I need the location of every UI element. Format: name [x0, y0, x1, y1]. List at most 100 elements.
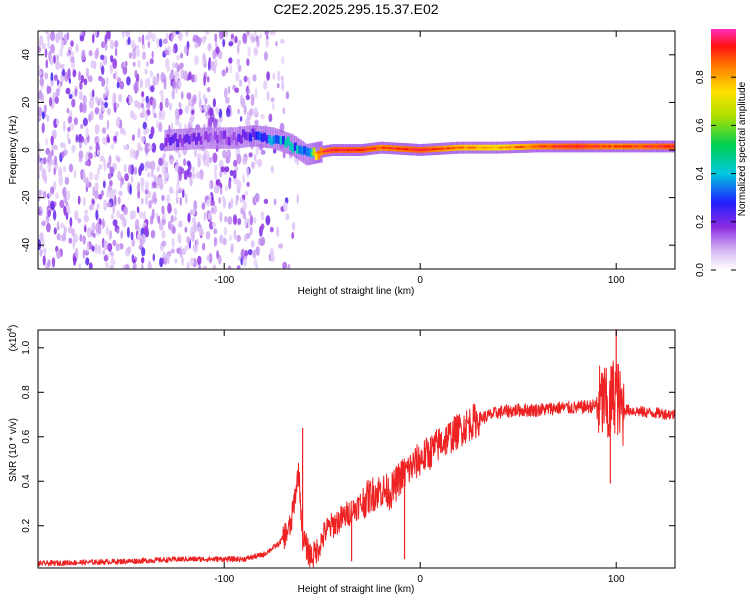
- signal-core-cell: [481, 146, 485, 149]
- spectrogram-noise-cell: [79, 135, 85, 143]
- spectrogram-noise-cell: [215, 46, 220, 55]
- signal-core-cell: [311, 152, 315, 155]
- spectrogram-noise-cell: [182, 189, 185, 198]
- spectrogram-noise-cell: [203, 211, 207, 222]
- spectrogram-noise-cell: [254, 192, 260, 203]
- spectrogram-noise-cell: [73, 117, 78, 126]
- spectrogram-noise-cell: [206, 158, 210, 168]
- spectrogram-noise-cell: [98, 164, 103, 170]
- spectrogram-noise-cell: [174, 163, 179, 173]
- spectrogram-noise-cell: [224, 87, 228, 99]
- spectrogram-noise-cell: [156, 37, 160, 49]
- spectrogram-noise-cell: [141, 263, 144, 269]
- snr-y-ticks: 0.2 0.4 0.6 0.8 1.0: [21, 340, 675, 533]
- spectrogram-noise-cell: [140, 136, 146, 143]
- spectrogram-noise-cell: [110, 214, 115, 220]
- spectrogram-noise-cell: [92, 186, 96, 197]
- spectrogram-noise-cell: [229, 234, 232, 242]
- spectrogram-noise-cell: [256, 38, 260, 48]
- spectrogram-noise-cell: [170, 248, 176, 254]
- spectrogram-noise-cell: [213, 237, 217, 247]
- spectrogram-noise-cell: [253, 154, 257, 162]
- spectrogram-noise-cell: [101, 127, 107, 134]
- signal-core-cell: [396, 147, 400, 150]
- spectrogram-noise-cell: [97, 136, 100, 144]
- signal-core-cell: [437, 147, 441, 150]
- spectrogram-noise-cell: [56, 233, 61, 241]
- spectrogram-noise-cell: [82, 117, 88, 127]
- spectrogram-noise-cell: [139, 112, 145, 118]
- y-tick-label: -20: [21, 190, 32, 205]
- spectrogram-noise-cell: [142, 121, 147, 130]
- spectrogram-noise-cell: [188, 71, 192, 80]
- spectrogram-noise-cell: [84, 160, 90, 166]
- spectrogram-noise-cell: [132, 263, 137, 269]
- spectrogram-noise-cell: [248, 152, 253, 158]
- spectrogram-noise-cell: [225, 66, 229, 74]
- colorbar: 0.0 0.2 0.4 0.6 0.8 Normalized spectral ampl…: [695, 29, 748, 277]
- signal-core-cell: [449, 147, 453, 150]
- spectrogram-noise-cell: [133, 81, 139, 93]
- signal-core-cell: [326, 149, 330, 152]
- spectrogram-noise-cell: [222, 38, 226, 48]
- spectrogram-noise-cell: [260, 211, 265, 221]
- signal-core-cell: [628, 145, 632, 148]
- spectrogram-noise-cell: [142, 51, 146, 60]
- spectrogram-noise-cell: [209, 61, 214, 70]
- spectrogram-noise-cell: [78, 91, 83, 100]
- spectrogram-noise-cell: [56, 118, 59, 126]
- spectrogram-noise-cell: [38, 209, 42, 216]
- spectrogram-noise-cell: [219, 170, 223, 178]
- x-tick-label: -100: [214, 275, 234, 286]
- signal-core-cell: [605, 145, 609, 148]
- spectrogram-noise-cell: [138, 36, 142, 43]
- spectrogram-noise-cell: [63, 165, 66, 173]
- signal-core-cell: [667, 145, 671, 148]
- spectrogram-noise-cell: [257, 158, 263, 168]
- spectrogram-noise-cell: [208, 180, 212, 189]
- spectrogram-noise-cell: [247, 89, 251, 95]
- spectrogram-noise-cell: [63, 205, 67, 216]
- snr-x-ticks: -100 0 100: [214, 330, 625, 585]
- spectrogram-noise-cell: [168, 102, 172, 111]
- spectrogram-noise-cell: [250, 94, 255, 102]
- signal-cell: [249, 133, 253, 142]
- spectrogram-noise-cell: [40, 163, 43, 171]
- signal-cell: [279, 136, 283, 145]
- spectrogram-noise-cell: [130, 231, 134, 241]
- spectrogram-noise-cell: [105, 261, 109, 269]
- spectrogram-noise-cell: [199, 106, 203, 112]
- signal-cell: [230, 135, 234, 144]
- signal-cell: [185, 134, 189, 143]
- spectrogram-noise-cell: [47, 32, 50, 43]
- spectrogram-noise-cell: [87, 229, 91, 238]
- spectrogram-noise-cell: [186, 92, 192, 100]
- colorbar-tick-label: 0.0: [695, 263, 706, 277]
- spectrogram-noise-cell: [141, 183, 144, 194]
- spectrogram-noise-cell: [103, 163, 107, 172]
- spectrogram-noise-cell: [145, 34, 150, 41]
- signal-cell: [267, 135, 271, 144]
- signal-core-cell: [361, 148, 365, 151]
- spectrogram-noise-cell: [249, 214, 253, 226]
- spectrogram-noise-cell: [50, 135, 54, 146]
- spectrogram-noise-cell: [131, 49, 137, 60]
- spectrogram-noise-cell: [260, 149, 266, 155]
- spectrogram-noise-cell: [78, 71, 81, 82]
- colorbar-tick-label: 0.4: [695, 166, 706, 180]
- spectrogram-noise-cell: [56, 221, 60, 231]
- spectrogram-noise-cell: [110, 55, 114, 63]
- spectrogram-noise-cell: [141, 34, 145, 46]
- spectrogram-noise-cell: [44, 247, 47, 256]
- spectrogram-x-label: Height of straight line (km): [298, 286, 415, 297]
- spectrogram-noise-cell: [236, 58, 241, 66]
- signal-core-cell: [476, 146, 479, 149]
- spectrogram-noise-cell: [206, 86, 211, 93]
- spectrogram-noise-cell: [237, 64, 242, 73]
- spectrogram-noise-cell: [60, 142, 64, 148]
- spectrogram-noise-cell: [147, 200, 151, 209]
- spectrogram-noise-cell: [194, 42, 199, 49]
- spectrogram-noise-cell: [259, 34, 262, 39]
- signal-core-cell: [490, 146, 494, 149]
- signal-core-cell: [643, 145, 647, 148]
